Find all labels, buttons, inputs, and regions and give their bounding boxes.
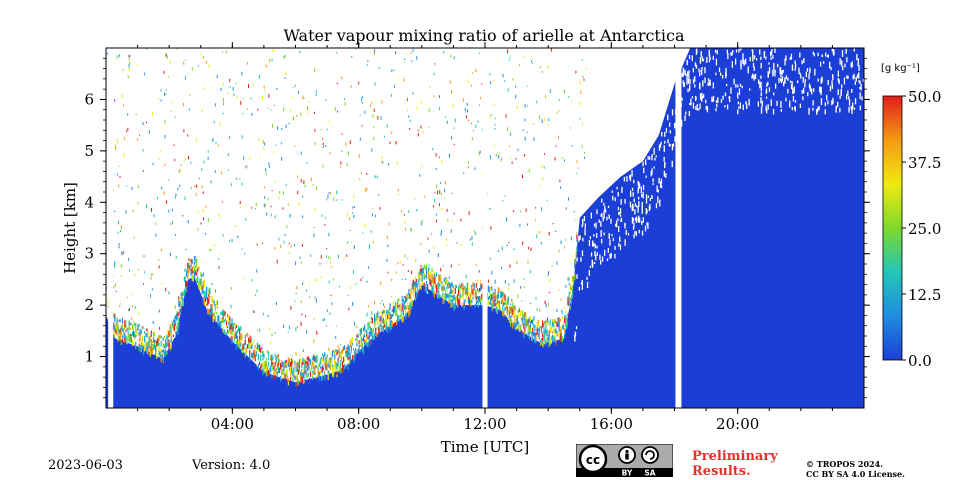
y-axis-label: Height [km] xyxy=(61,182,79,274)
x-tick-label: 12:00 xyxy=(463,415,506,433)
preliminary-results-notice: Preliminary Results. xyxy=(692,449,778,479)
version-label: Version: 4.0 xyxy=(192,458,271,473)
x-tick-label: 16:00 xyxy=(590,415,633,433)
copyright-notice: © TROPOS 2024. CC BY SA 4.0 License. xyxy=(806,459,905,479)
colorbar-unit: [g kg⁻¹] xyxy=(881,63,920,74)
share-alike-icon xyxy=(641,446,659,464)
x-axis-label: Time [UTC] xyxy=(440,438,530,456)
colorbar-tick-label: 50.0 xyxy=(908,88,941,106)
y-tick-label: 4 xyxy=(84,193,94,211)
y-tick-label: 3 xyxy=(84,245,94,263)
chart-title: Water vapour mixing ratio of arielle at … xyxy=(283,26,685,45)
measurement-date: 2023-06-03 xyxy=(48,458,123,473)
svg-text:SA: SA xyxy=(644,469,655,478)
data-gap xyxy=(482,48,488,408)
colorbar-tick-label: 37.5 xyxy=(908,154,941,172)
cc-logo-text: cc xyxy=(586,453,600,467)
colorbar-tick-label: 12.5 xyxy=(908,286,941,304)
cc-license-badge: cc BY SA xyxy=(576,444,673,477)
data-gap xyxy=(108,48,114,408)
colorbar-tick-label: 25.0 xyxy=(908,220,941,238)
x-tick-label: 20:00 xyxy=(716,415,759,433)
colorbar-tick-label: 0.0 xyxy=(908,352,932,370)
heatmap-area xyxy=(106,48,864,408)
y-tick-label: 5 xyxy=(84,142,94,160)
y-tick-label: 2 xyxy=(84,296,94,314)
y-tick-label: 1 xyxy=(84,348,94,366)
x-tick-label: 08:00 xyxy=(337,415,380,433)
data-gap xyxy=(675,48,682,408)
x-tick-label: 04:00 xyxy=(211,415,254,433)
colorbar xyxy=(882,95,903,361)
y-tick-label: 6 xyxy=(84,90,94,108)
svg-text:BY: BY xyxy=(622,469,633,478)
